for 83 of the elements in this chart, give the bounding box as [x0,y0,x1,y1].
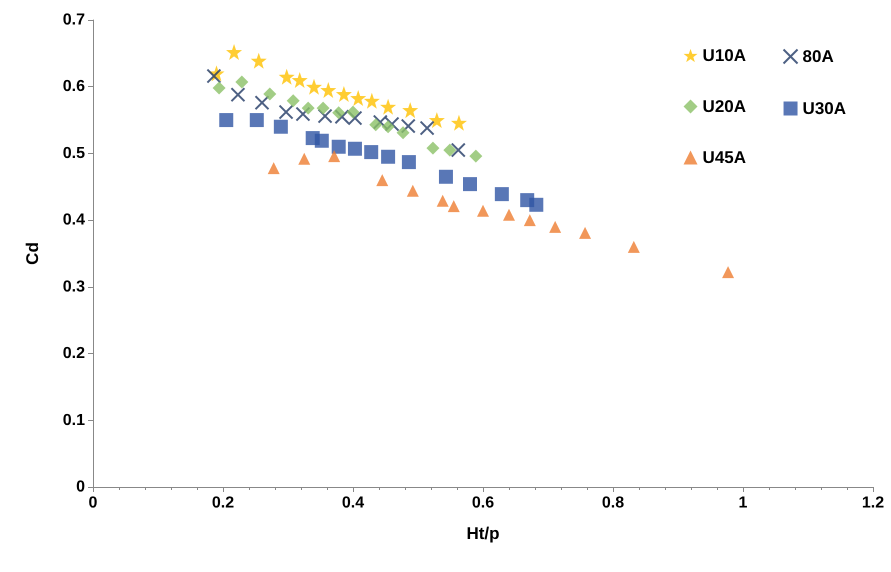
y-tick-label: 0.1 [62,412,86,429]
y-tick-label: 0 [76,478,86,496]
x-tick-label: 0.4 [342,494,364,512]
legend-label: U45A [702,148,746,167]
point [420,120,435,136]
point [443,144,456,157]
point [382,120,395,134]
x-tick-label: 1 [738,494,748,512]
y-tick-label: 0.5 [62,144,86,162]
point [320,82,336,98]
point [263,88,276,101]
point [503,208,515,221]
point [448,200,460,212]
point [336,86,352,102]
point [579,226,592,239]
point [438,170,453,184]
x-tick-label: 0.6 [472,494,494,512]
point [426,142,440,155]
point [278,68,295,85]
point [396,126,410,140]
point [406,184,419,197]
y-axis-title: Cd [23,242,42,265]
legend-label: U30A [802,99,846,118]
point [332,106,346,120]
point [226,44,242,60]
point [268,162,280,174]
x-tick-label: 0 [88,494,98,512]
y-tick-label: 0.4 [62,212,86,229]
y-tick-label: 0.7 [62,12,86,28]
point [450,142,466,158]
legend-label: U20A [702,97,746,116]
x-tick-label: 0.8 [602,494,624,512]
y-tick-label: 0.3 [62,278,86,296]
point [206,68,222,84]
y-tick-label: 0.6 [62,78,86,96]
point [250,52,267,69]
point [230,87,246,102]
point [436,194,449,207]
point [302,102,315,115]
point [235,76,248,89]
point [219,113,234,128]
point [364,145,378,160]
point [295,106,310,122]
point [346,106,360,119]
point [212,82,226,95]
point [463,177,477,192]
point [278,104,294,120]
x-axis-title: Ht/p [466,524,500,543]
point [428,112,445,128]
point [328,150,340,162]
point [316,102,330,115]
point [524,214,536,226]
y-tick-label: 0.2 [62,345,86,362]
point [369,118,382,132]
point [381,150,396,164]
point [628,240,640,253]
point [254,95,270,110]
point [306,78,322,95]
point [250,113,264,128]
point [350,90,366,106]
point [450,114,467,131]
point [549,220,562,233]
point [469,150,482,163]
x-tick-label: 0.2 [212,494,234,512]
point [298,152,310,165]
point [477,204,489,217]
x-tick-label: 1.2 [862,494,884,512]
point [376,174,388,186]
point [348,142,362,156]
legend-label: 80A [802,47,834,66]
legend-label: U10A [702,46,746,65]
point [402,155,416,170]
point [286,94,300,108]
point [332,140,346,154]
point [722,266,734,278]
point [364,92,380,109]
point [292,72,308,88]
point [494,187,509,202]
point [529,198,544,212]
point [402,102,418,118]
point [314,134,329,148]
point [380,98,396,115]
point [274,120,288,134]
